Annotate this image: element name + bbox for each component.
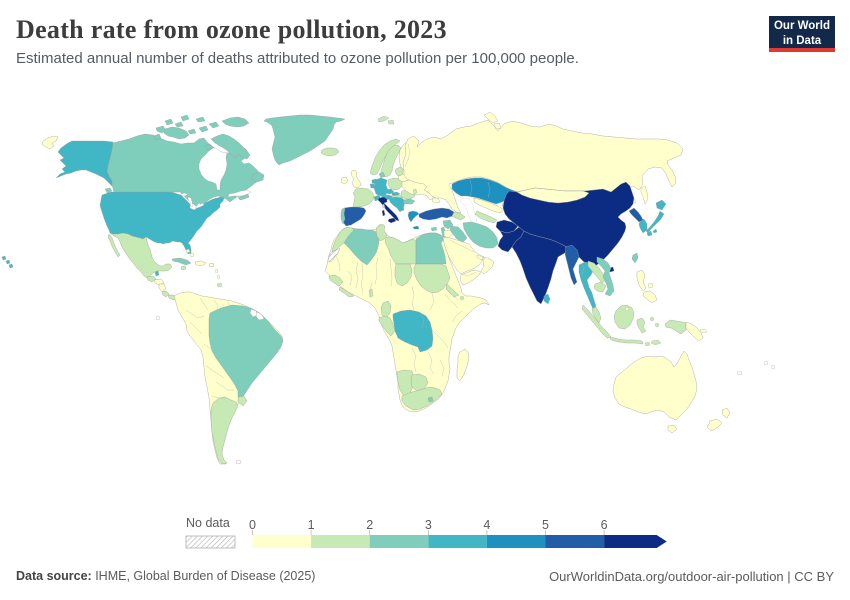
svg-text:2: 2 — [366, 518, 373, 532]
svg-text:6: 6 — [601, 518, 608, 532]
svg-text:4: 4 — [483, 518, 490, 532]
svg-text:1: 1 — [308, 518, 315, 532]
svg-text:3: 3 — [425, 518, 432, 532]
svg-text:5: 5 — [542, 518, 549, 532]
svg-text:0: 0 — [249, 518, 256, 532]
